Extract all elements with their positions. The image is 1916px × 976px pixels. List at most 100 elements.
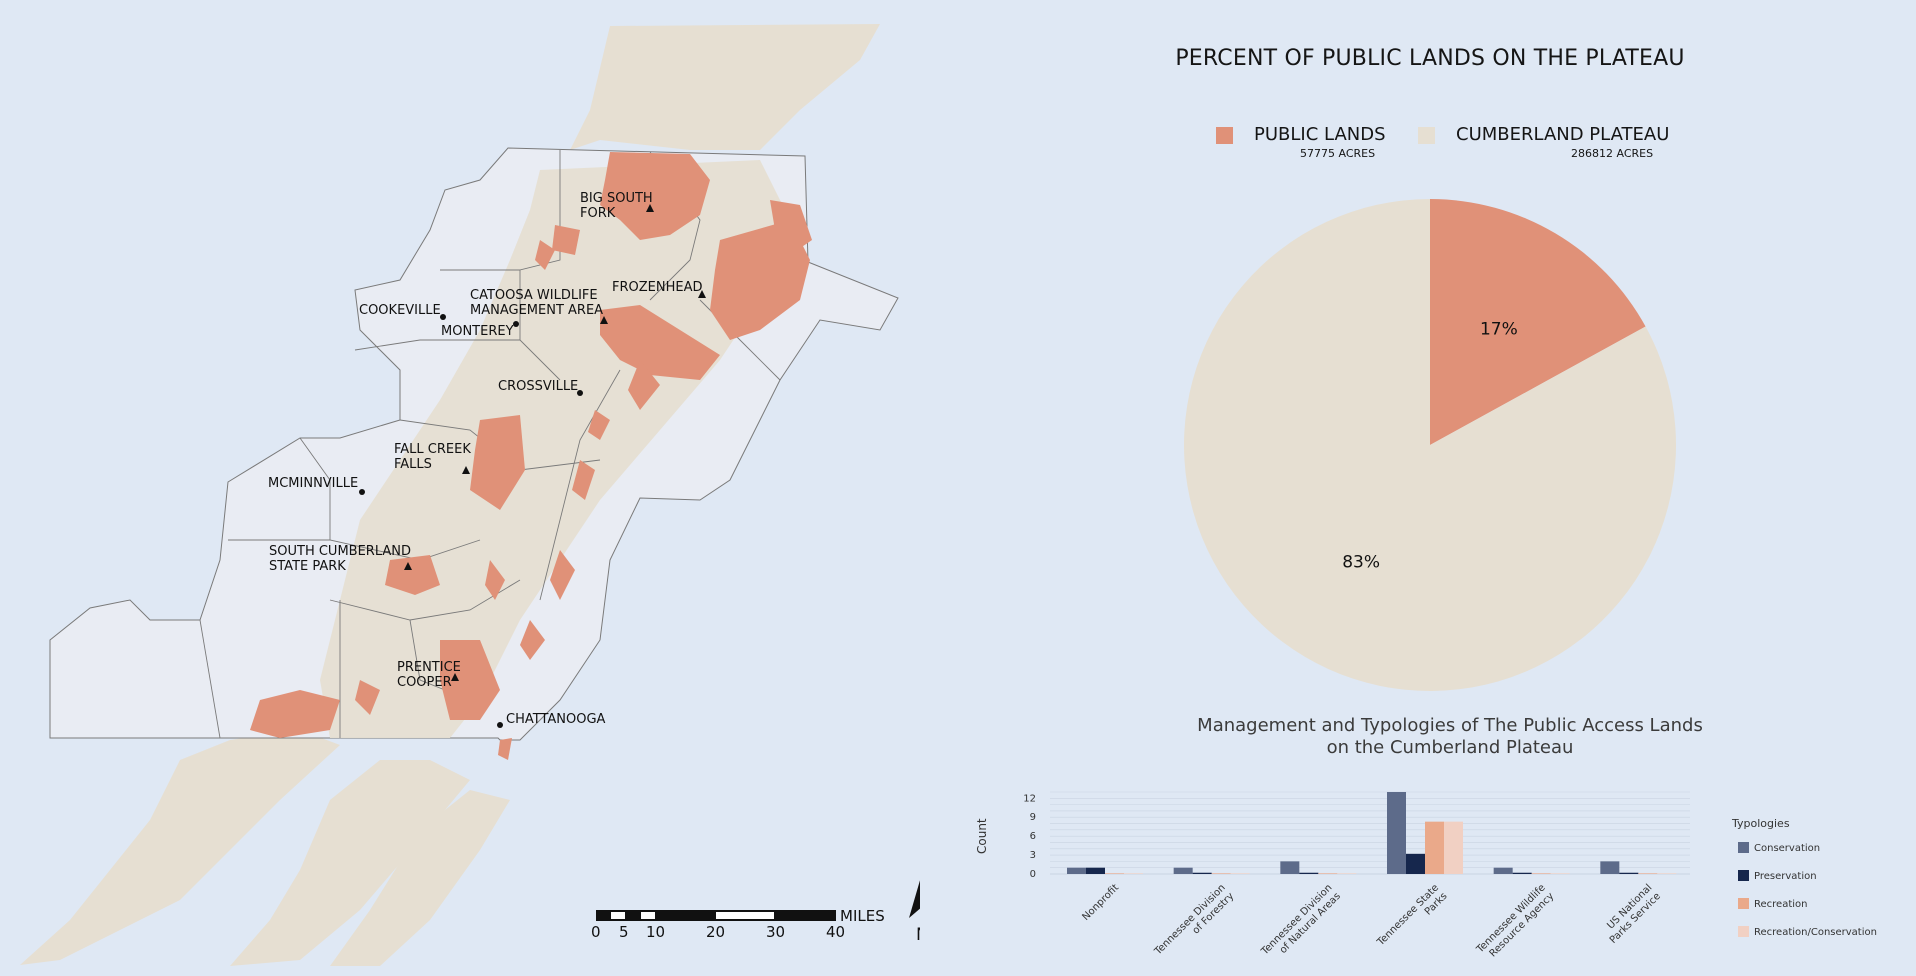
bar-conservation [1493,867,1513,874]
bar-preservation [1512,872,1532,874]
bar-recreation-conservation [1337,873,1357,874]
legend-title: Typologies [1731,817,1790,830]
city-dot-crossville [577,390,583,396]
legend-acres-public-lands: 57775 ACRES [1300,147,1376,160]
plateau-extent [20,24,880,966]
bar-recreation-conservation [1657,873,1677,874]
bar-recreation [1638,873,1658,874]
x-category-label: Tennessee Divisionof Forestry [1152,882,1236,966]
bar-recreation [1105,873,1124,874]
y-tick-label: 3 [1030,850,1036,861]
pie-slice-label: 83% [1342,552,1380,572]
bar-conservation [1387,792,1406,874]
x-category-label: US NationalParks Service [1599,882,1663,946]
scale-bar: MILES 0 5 10 20 30 40 [591,907,885,941]
scale-tick: 30 [766,923,785,941]
label-prentice-cooper: PRENTICE COOPER [397,660,465,690]
bar-preservation [1619,872,1639,874]
scale-tick: 20 [706,923,725,941]
north-arrow: N [909,880,920,945]
label-south-cumberland: SOUTH CUMBERLAND STATE PARK [269,544,415,574]
park-marker-frozenhead [698,290,706,298]
city-dot-monterey [513,321,519,327]
scale-tick: 10 [646,923,665,941]
label-monterey: MONTEREY [441,324,514,339]
bar-conservation [1280,861,1300,874]
city-dot-cookeville [440,314,446,320]
bar-recreation [1531,873,1551,874]
legend-swatch-public-lands [1216,127,1233,144]
legend-swatch [1738,898,1749,909]
map-markers [359,204,706,728]
legend-swatch [1738,926,1749,937]
park-marker-big-south-fork [646,204,654,212]
north-arrow-label: N [916,925,920,945]
pie-slice-cumberland-plateau [1184,199,1676,691]
park-marker-south-cumberland [404,562,412,570]
bar-chart: 0 3 6 9 12 Nonprofit Tennessee Divisionof For… [975,791,1877,966]
bar-conservation [1067,867,1086,874]
scale-tick: 0 [591,923,601,941]
legend-label-cumberland-plateau: CUMBERLAND PLATEAU [1456,124,1670,145]
legend-label-public-lands: PUBLIC LANDS [1254,124,1386,145]
bar-chart-title-line: Management and Typologies of The Public … [1197,715,1703,736]
scale-tick: 40 [826,923,845,941]
park-marker-fall-creek-falls [462,466,470,474]
label-crossville: CROSSVILLE [498,379,578,394]
plateau-surface [320,160,790,738]
park-marker-prentice-cooper [451,673,459,681]
map-labels: BIG SOUTH FORK FROZENHEAD CATOOSA WILDLI… [268,191,702,727]
legend-acres-cumberland-plateau: 286812 ACRES [1571,147,1654,160]
y-tick-label: 9 [1030,812,1036,823]
pie-chart: 17% 83% [1184,199,1676,691]
bar-preservation [1299,872,1319,874]
county-borders [199,150,781,739]
legend-label: Recreation [1754,899,1807,910]
bar-recreation-conservation [1550,873,1570,874]
y-tick-label: 6 [1030,831,1036,842]
legend-swatch [1738,870,1749,881]
label-cookeville: COOKEVILLE [359,303,441,318]
bar-preservation [1086,867,1105,874]
label-mcminnville: MCMINNVILLE [268,476,358,491]
x-category-label: Tennessee StateParks [1375,882,1450,957]
label-big-south-fork: BIG SOUTH FORK [580,191,657,221]
bar-recreation [1211,873,1231,874]
y-tick-label: 0 [1030,869,1036,880]
city-dot-mcminnville [359,489,365,495]
x-category-label: Tennessee Divisionof Natural Areas [1259,882,1343,966]
legend-label: Conservation [1754,843,1820,854]
city-dot-chattanooga [497,722,503,728]
label-chattanooga: CHATTANOOGA [506,712,606,727]
bar-recreation [1425,821,1444,874]
pie-chart-title: PERCENT OF PUBLIC LANDS ON THE PLATEAU [1175,46,1685,71]
plateau-map: BIG SOUTH FORK FROZENHEAD CATOOSA WILDLI… [20,24,920,966]
legend-label: Preservation [1754,871,1817,882]
label-catoosa: CATOOSA WILDLIFE MANAGEMENT AREA [470,288,603,318]
public-lands [250,152,812,760]
bar-recreation-conservation [1230,873,1250,874]
label-frozenhead: FROZENHEAD [612,280,702,295]
bar-preservation [1406,853,1425,874]
bar-preservation [1192,872,1212,874]
legend-swatch [1738,842,1749,853]
park-marker-catoosa [600,316,608,324]
bar-recreation [1318,873,1338,874]
legend-swatch-cumberland-plateau [1418,127,1435,144]
scale-tick: 5 [619,923,629,941]
bar-recreation-conservation [1124,873,1143,874]
bar-recreation-conservation [1444,821,1463,874]
label-fall-creek-falls: FALL CREEK FALLS [394,442,475,472]
bar-chart-title-line: on the Cumberland Plateau [1326,737,1574,758]
bar-chart-title: Management and Typologies of The Public … [1190,715,1710,759]
pie-slice-public-lands [1430,199,1646,445]
bar-conservation [1173,867,1193,874]
y-tick-label: 12 [1023,793,1036,804]
scale-unit: MILES [840,907,885,925]
bar-conservation [1600,861,1620,874]
legend-label: Recreation/Conservation [1754,927,1877,938]
x-category-label: Tennessee WildlifeResource Agency [1474,882,1556,964]
y-axis-label: Count [975,818,989,854]
pie-slice-label: 17% [1480,320,1518,340]
x-category-label: Nonprofit [1080,882,1121,923]
